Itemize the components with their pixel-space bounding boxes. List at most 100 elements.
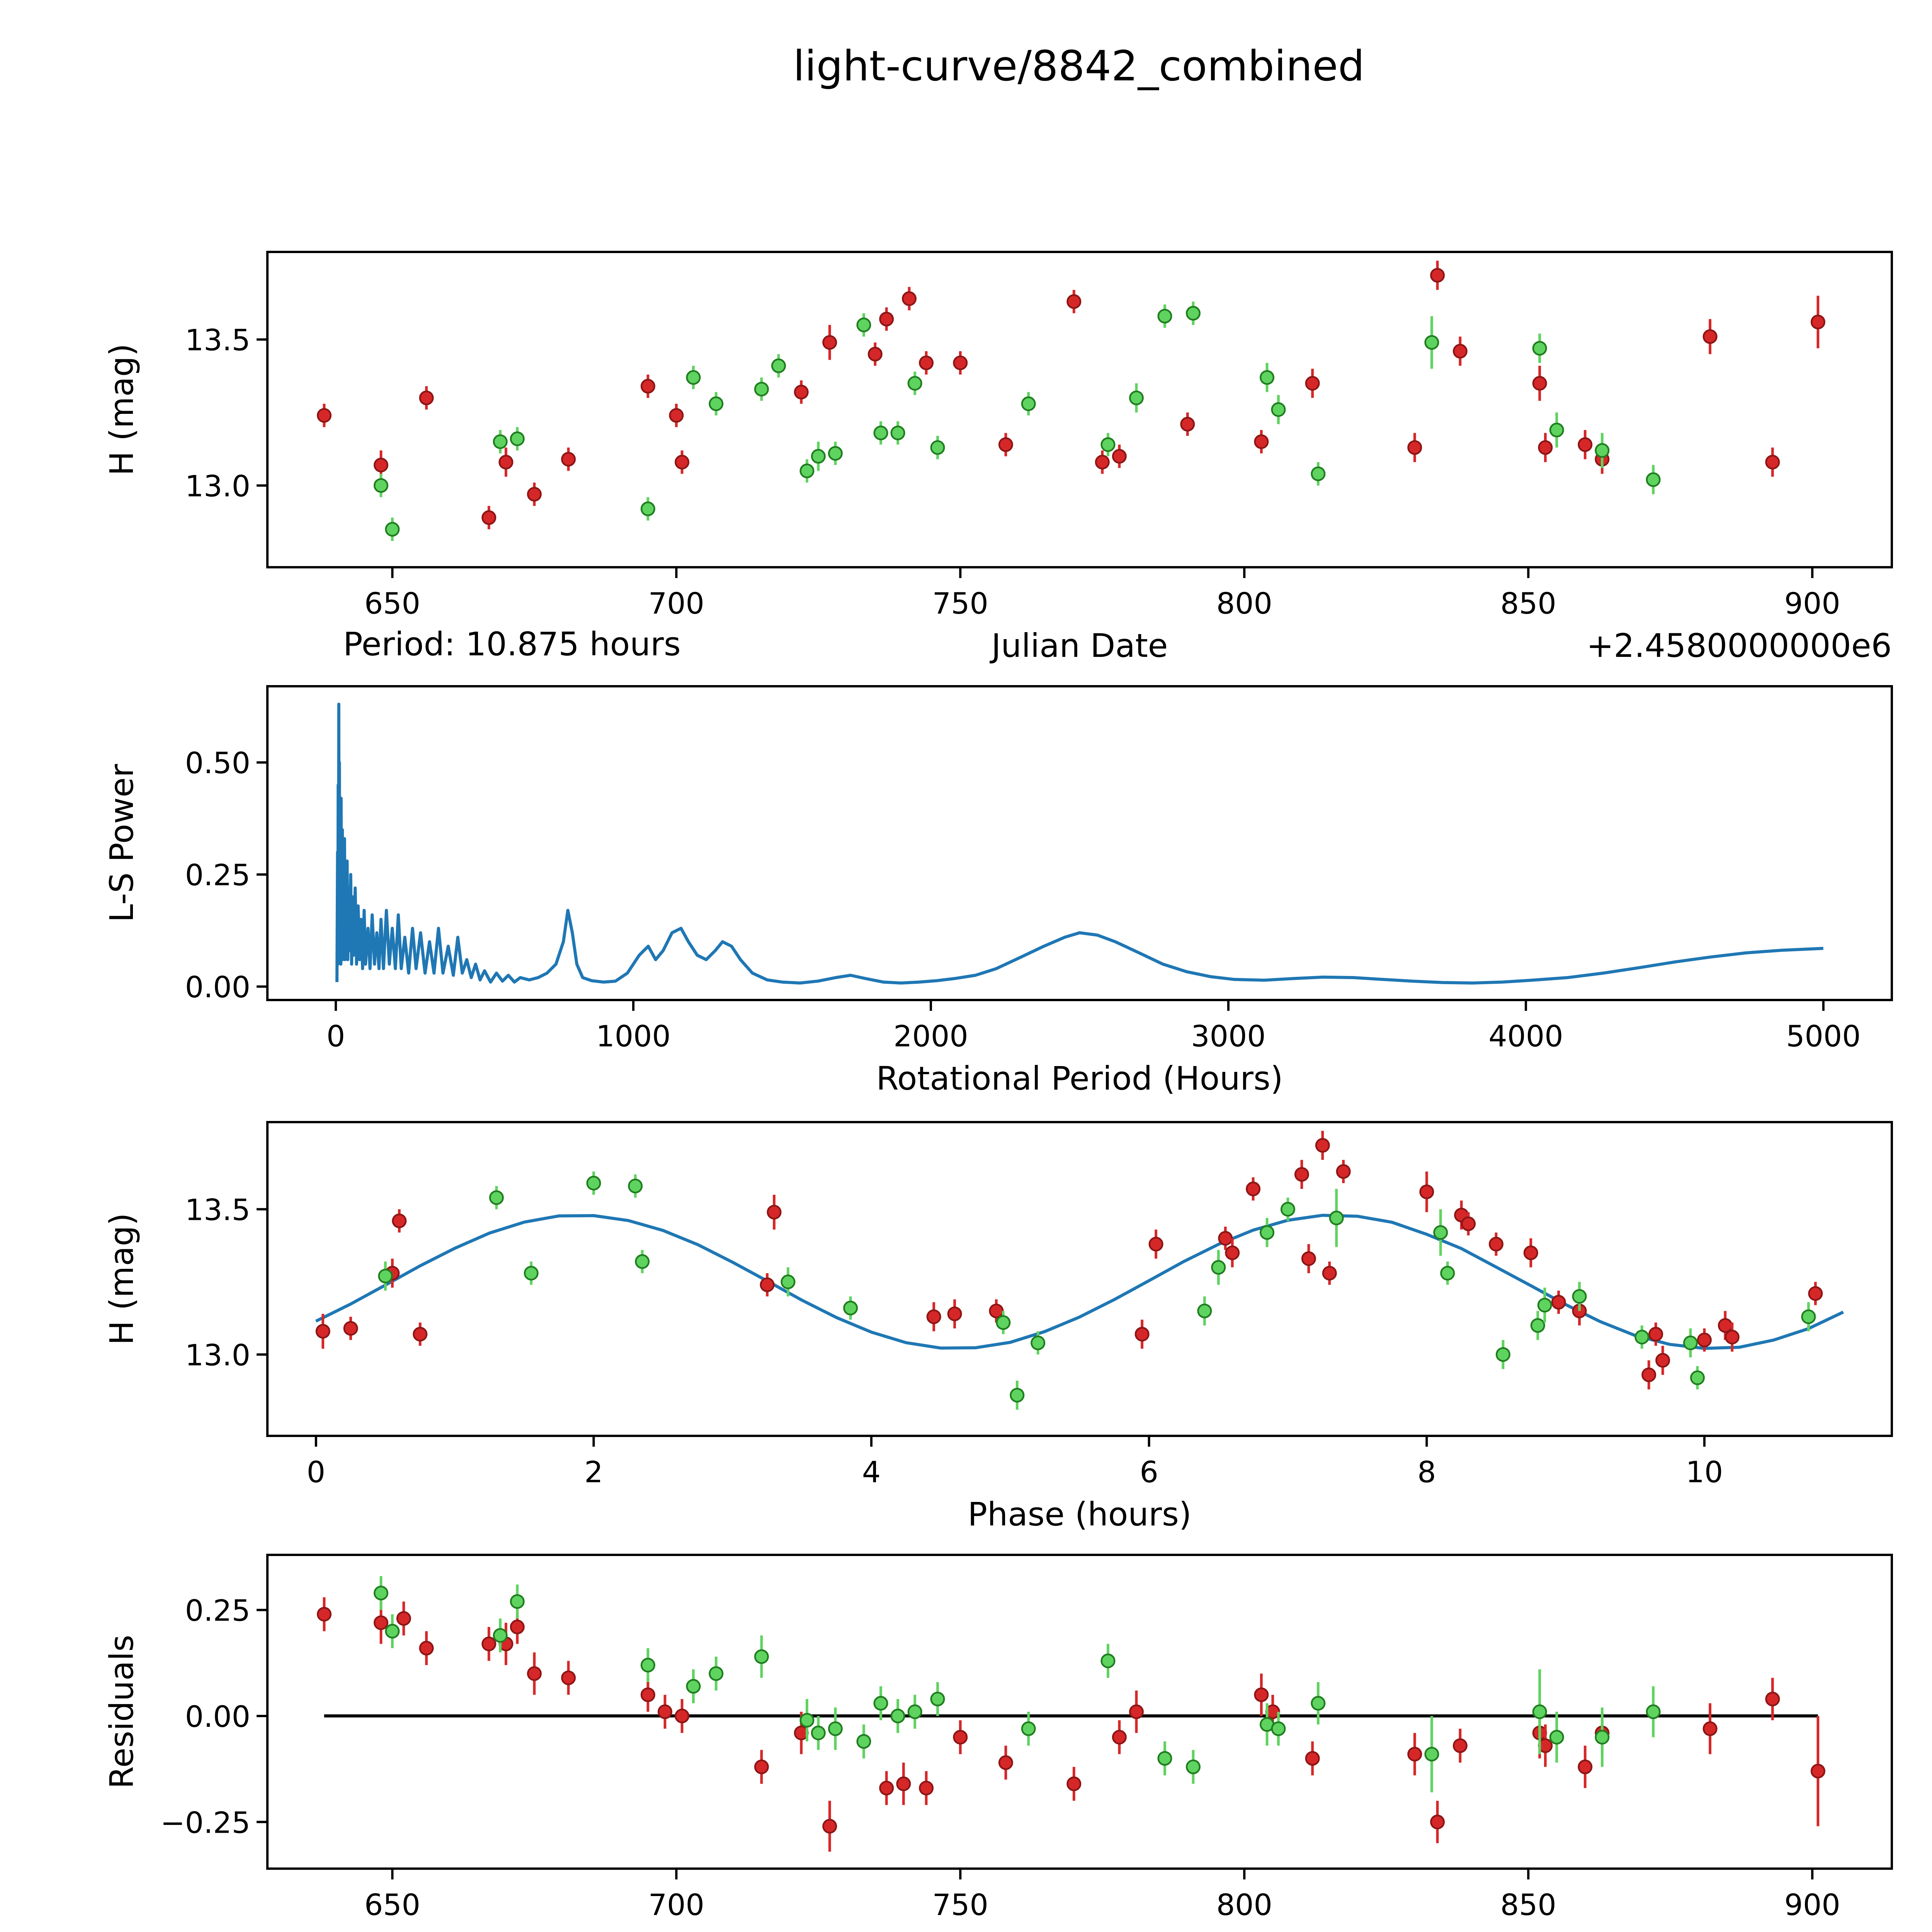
data-point [1648, 1327, 1663, 1342]
data-point [1211, 1260, 1226, 1275]
data-point [640, 501, 655, 516]
data-point [675, 1708, 690, 1723]
data-point [1532, 376, 1547, 391]
data-point [890, 425, 905, 440]
data-point [385, 1624, 400, 1639]
data-point [1336, 1164, 1351, 1179]
data-point [586, 1175, 601, 1190]
data-point [1765, 454, 1780, 469]
y-tick-label: 0.00 [185, 1699, 250, 1734]
figure-title: light-curve/8842_combined [793, 42, 1365, 90]
periodogram-ylabel: L-S Power [103, 764, 141, 922]
x-tick-label: 4 [862, 1455, 881, 1489]
x-tick-label: 3000 [1191, 1019, 1265, 1053]
data-point [1180, 417, 1195, 432]
data-point [561, 452, 576, 467]
data-point [640, 1658, 655, 1673]
data-point [1634, 1330, 1650, 1345]
lightcurve-green-points [373, 301, 1661, 541]
data-point [856, 1734, 871, 1749]
data-point [1407, 1747, 1422, 1762]
data-point [1765, 1692, 1780, 1707]
data-point [640, 1687, 655, 1702]
data-point [1010, 1388, 1025, 1403]
data-point [1095, 454, 1110, 469]
data-point [998, 437, 1013, 452]
x-tick-label: 6 [1139, 1455, 1158, 1489]
data-point [419, 1641, 434, 1656]
data-point [926, 1309, 941, 1324]
data-point [561, 1670, 576, 1685]
data-point [754, 382, 769, 397]
data-point [1702, 329, 1718, 344]
data-point [373, 457, 388, 473]
data-point [896, 1776, 911, 1791]
data-point [822, 1819, 837, 1834]
residuals-green-points [373, 1576, 1661, 1793]
data-point [527, 1666, 542, 1681]
x-tick-label: 750 [932, 1888, 988, 1922]
data-point [1197, 1303, 1212, 1318]
data-point [378, 1269, 393, 1284]
data-point [1578, 437, 1593, 452]
data-point [873, 425, 888, 440]
data-point [1157, 309, 1172, 324]
data-point [1280, 1202, 1295, 1217]
data-point [1407, 440, 1422, 455]
data-point [1311, 1696, 1326, 1711]
data-point [316, 1607, 332, 1622]
data-point [907, 1704, 922, 1719]
data-point [510, 431, 525, 446]
data-point [1488, 1236, 1503, 1252]
data-point [822, 335, 837, 350]
data-point [1430, 268, 1445, 283]
y-tick-label: 0.50 [185, 746, 250, 780]
data-point [902, 291, 917, 306]
data-point [1683, 1335, 1698, 1350]
data-point [524, 1265, 539, 1281]
data-point [828, 446, 843, 461]
periodogram-frame [266, 685, 1893, 1001]
data-point [686, 1679, 701, 1694]
data-point [1697, 1332, 1712, 1347]
data-point [867, 347, 883, 362]
data-point [385, 522, 400, 537]
data-point [1157, 1751, 1172, 1766]
data-point [1702, 1721, 1718, 1736]
lightcurve-ylabel: H (mag) [103, 344, 141, 476]
data-point [675, 454, 690, 469]
data-point [1595, 443, 1610, 458]
data-point [989, 1303, 1004, 1318]
period-annotation: Period: 10.875 hours [343, 625, 681, 663]
data-point [481, 510, 497, 525]
x-tick-label: 900 [1784, 1888, 1840, 1922]
x-tick-label: 0 [327, 1019, 345, 1053]
ls-power-curve [335, 702, 1823, 985]
y-tick-label: 0.25 [185, 858, 250, 892]
data-point [709, 396, 724, 411]
data-point [1690, 1370, 1705, 1385]
data-point [1100, 437, 1116, 452]
data-point [1225, 1245, 1240, 1260]
x-tick-label: 650 [364, 586, 420, 621]
data-point [1254, 434, 1269, 449]
data-point [1329, 1211, 1344, 1226]
lightcurve-frame [266, 251, 1893, 568]
data-point [1271, 402, 1286, 417]
data-point [754, 1649, 769, 1664]
data-point [1549, 1730, 1564, 1745]
data-point [799, 1713, 815, 1728]
data-point [1271, 1721, 1286, 1736]
data-point [1801, 1309, 1816, 1324]
data-point [1530, 1318, 1545, 1333]
data-point [481, 1636, 497, 1651]
y-tick-label: 0.00 [185, 970, 250, 1004]
residuals-frame [266, 1554, 1893, 1870]
panel-phased: 0 2 4 6 8 10 13.0 13.5 Phase (hours) H (mag) [103, 1121, 1893, 1533]
data-point [1532, 341, 1547, 356]
x-tick-label: 900 [1784, 586, 1840, 621]
data-point [1246, 1181, 1261, 1196]
data-point [1452, 1738, 1468, 1753]
data-point [1305, 376, 1320, 391]
